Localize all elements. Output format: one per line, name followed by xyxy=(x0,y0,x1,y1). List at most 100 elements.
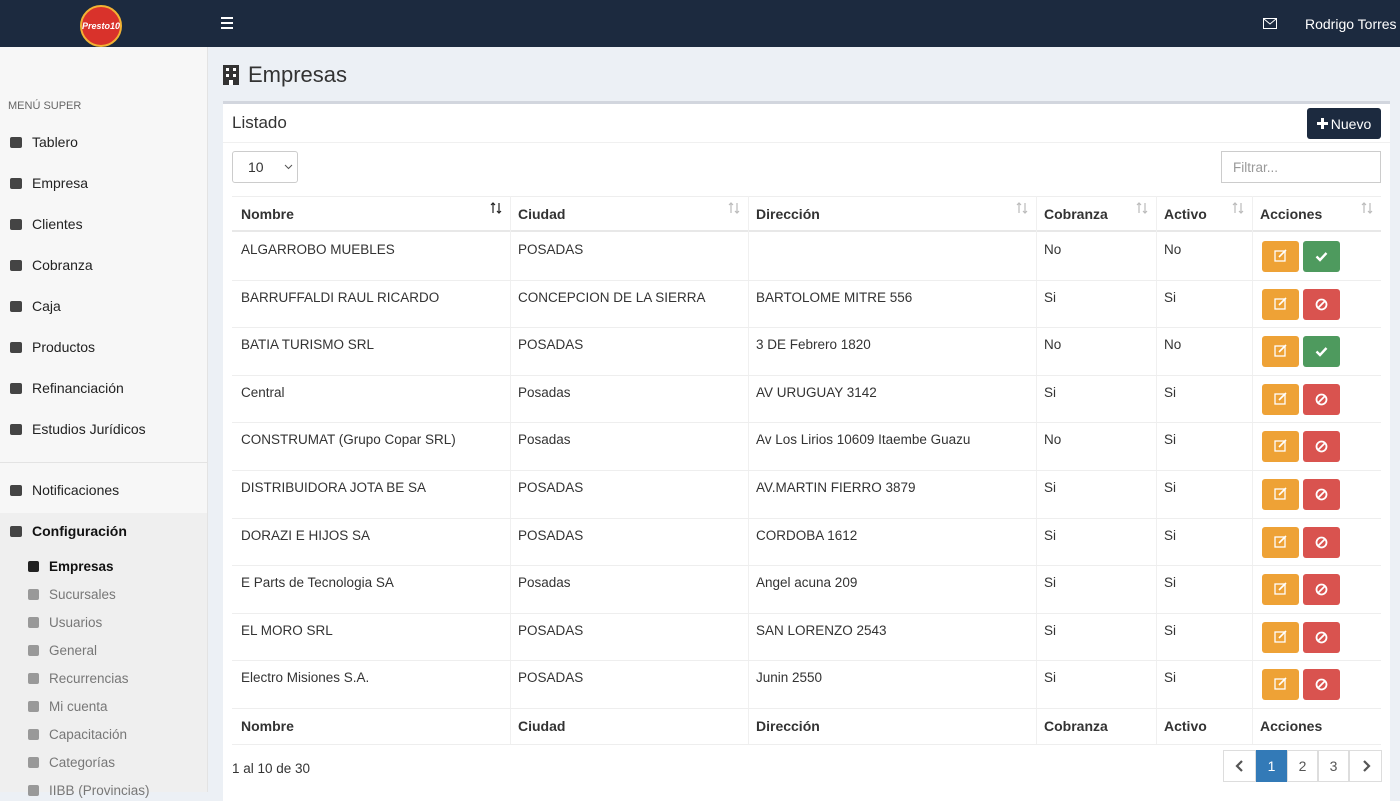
nav-item[interactable]: General xyxy=(28,643,97,658)
column-footer: Activo xyxy=(1164,718,1207,734)
nav-item[interactable]: IIBB (Provincias) xyxy=(28,783,150,798)
logo[interactable]: Presto10 xyxy=(80,5,122,47)
filter-input[interactable]: Filtrar... xyxy=(1221,151,1381,183)
page-size-select[interactable]: 10 xyxy=(232,151,298,183)
nav-icon xyxy=(10,177,22,189)
table-cell: Si xyxy=(1164,527,1177,543)
column-header[interactable]: Nombre xyxy=(241,206,294,222)
table-cell: POSADAS xyxy=(518,622,584,638)
sort-icon[interactable] xyxy=(1136,202,1148,214)
nav-icon xyxy=(10,484,22,496)
table-cell: EL MORO SRL xyxy=(241,622,333,638)
nav-item[interactable]: Usuarios xyxy=(28,615,102,630)
nav-item[interactable]: Estudios Jurídicos xyxy=(10,421,146,437)
sort-icon[interactable] xyxy=(1232,202,1244,214)
mail-icon[interactable] xyxy=(1263,18,1278,30)
row-divider xyxy=(232,708,1381,709)
nav-item[interactable]: Cobranza xyxy=(10,257,93,273)
prev-page[interactable] xyxy=(1223,750,1256,782)
nav-icon xyxy=(28,757,39,768)
table-cell: Posadas xyxy=(518,384,571,400)
deactivate-button[interactable] xyxy=(1303,526,1340,558)
deactivate-button[interactable] xyxy=(1303,621,1340,653)
divider xyxy=(0,462,207,463)
table-cell: No xyxy=(1044,337,1062,353)
nav-item[interactable]: Productos xyxy=(10,339,95,355)
edit-button[interactable] xyxy=(1262,479,1299,510)
column-footer: Acciones xyxy=(1260,718,1323,734)
edit-button[interactable] xyxy=(1262,336,1299,368)
nav-item[interactable]: Clientes xyxy=(10,216,83,232)
table-cell: CORDOBA 1612 xyxy=(756,527,858,543)
nav-item[interactable]: Refinanciación xyxy=(10,380,124,396)
new-button[interactable]: Nuevo xyxy=(1307,108,1381,139)
deactivate-button[interactable] xyxy=(1303,669,1340,701)
sidebar: MENÚ SUPER Tablero Empresa Clientes Cobranz… xyxy=(0,47,208,798)
menu-toggle[interactable] xyxy=(221,17,235,29)
edit-button[interactable] xyxy=(1262,621,1299,653)
sort-icon[interactable] xyxy=(728,202,740,214)
nav-label: Capacitación xyxy=(49,727,128,742)
nav-item[interactable]: Empresa xyxy=(10,175,88,191)
nav-item[interactable]: Capacitación xyxy=(28,727,127,742)
table-cell: Si xyxy=(1164,575,1177,591)
nav-item[interactable]: Recurrencias xyxy=(28,671,129,686)
table-cell: DORAZI E HIJOS SA xyxy=(241,527,371,543)
nav-item[interactable]: Tablero xyxy=(10,134,78,150)
edit-button[interactable] xyxy=(1262,383,1299,415)
deactivate-button[interactable] xyxy=(1303,383,1340,415)
table-cell: 3 DE Febrero 1820 xyxy=(756,337,871,353)
nav-item[interactable]: Configuración xyxy=(10,523,127,539)
edit-button[interactable] xyxy=(1262,288,1299,320)
table-cell: Av Los Lirios 10609 Itaembe Guazu xyxy=(756,432,971,448)
nav-item[interactable]: Sucursales xyxy=(28,587,116,602)
user-name[interactable]: Rodrigo Torres xyxy=(1305,16,1397,32)
page-link[interactable]: 1 xyxy=(1256,750,1287,782)
sort-icon[interactable] xyxy=(490,202,502,214)
column-header[interactable]: Activo xyxy=(1164,206,1207,222)
table-cell: E Parts de Tecnologia SA xyxy=(241,575,394,591)
plus-icon xyxy=(1316,118,1328,129)
edit-button[interactable] xyxy=(1262,431,1299,463)
nav-item[interactable]: Caja xyxy=(10,298,61,314)
table-cell: Si xyxy=(1164,289,1177,305)
activate-button[interactable] xyxy=(1303,241,1340,272)
next-page[interactable] xyxy=(1349,750,1382,782)
nav-label: Empresas xyxy=(49,559,114,574)
sort-icon[interactable] xyxy=(1361,202,1373,214)
activate-button[interactable] xyxy=(1303,336,1340,368)
edit-button[interactable] xyxy=(1262,241,1299,272)
nav-item[interactable]: Mi cuenta xyxy=(28,699,108,714)
nav-label: Categorías xyxy=(49,755,116,770)
table-bottom xyxy=(232,744,1381,745)
sort-icon[interactable] xyxy=(1016,202,1028,214)
card: Listado Nuevo 10 Filtrar... 1 al 10 de 3… xyxy=(223,101,1390,801)
deactivate-button[interactable] xyxy=(1303,574,1340,606)
nav-icon xyxy=(10,525,22,537)
nav-item[interactable]: Notificaciones xyxy=(10,482,119,498)
page-link[interactable]: 2 xyxy=(1287,750,1318,782)
table-cell: ALGARROBO MUEBLES xyxy=(241,242,395,257)
column-header[interactable]: Ciudad xyxy=(518,206,566,222)
edit-button[interactable] xyxy=(1262,526,1299,558)
edit-button[interactable] xyxy=(1262,574,1299,606)
deactivate-button[interactable] xyxy=(1303,479,1340,510)
nav-label: Empresa xyxy=(32,175,89,191)
nav-item[interactable]: Categorías xyxy=(28,755,115,770)
table-cell: Si xyxy=(1164,670,1177,686)
table-cell: Si xyxy=(1044,384,1057,400)
edit-button[interactable] xyxy=(1262,669,1299,701)
column-header[interactable]: Dirección xyxy=(756,206,820,222)
column-header[interactable]: Acciones xyxy=(1260,206,1323,222)
nav-icon xyxy=(28,617,39,628)
deactivate-button[interactable] xyxy=(1303,288,1340,320)
nav-item[interactable]: Empresas xyxy=(28,559,114,574)
table-cell: DISTRIBUIDORA JOTA BE SA xyxy=(241,480,427,495)
page-link[interactable]: 3 xyxy=(1318,750,1349,782)
nav-label: Clientes xyxy=(32,216,83,232)
nav-icon xyxy=(28,645,39,656)
nav-icon xyxy=(28,701,39,712)
column-header[interactable]: Cobranza xyxy=(1044,206,1108,222)
deactivate-button[interactable] xyxy=(1303,431,1340,463)
chevron xyxy=(284,164,293,170)
